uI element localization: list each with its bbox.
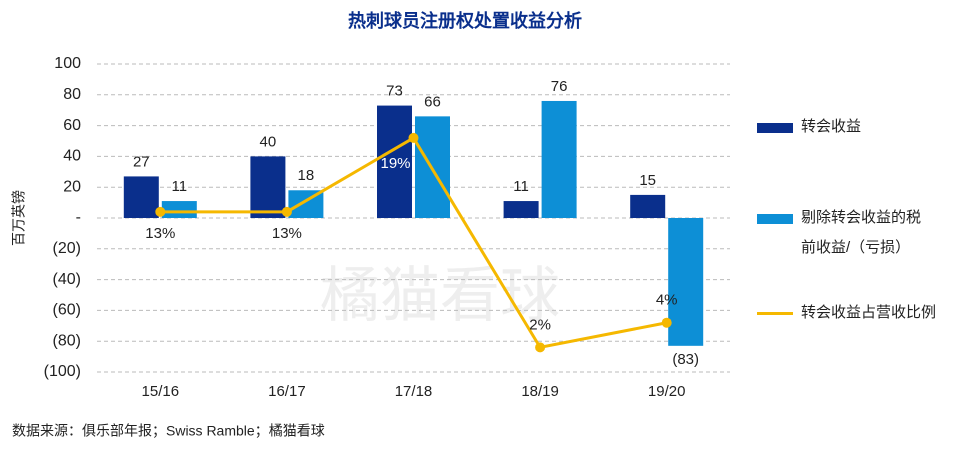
x-tick-label: 16/17 (268, 383, 306, 400)
data-label: 19% (380, 155, 410, 172)
data-label: 13% (145, 225, 175, 242)
line-marker (281, 206, 292, 217)
data-label: 66 (424, 93, 441, 110)
data-label: 13% (272, 225, 302, 242)
legend-label: 转会收益占营收比例 (801, 304, 937, 321)
line-marker (661, 317, 672, 328)
y-tick-label: 80 (63, 86, 81, 103)
watermark: 橘猫看球 (320, 262, 560, 329)
data-label: 76 (551, 78, 568, 95)
y-tick-label: (80) (53, 332, 81, 349)
line-marker (408, 132, 419, 143)
data-label: 27 (133, 153, 150, 170)
data-label: 15 (639, 172, 656, 189)
chart-title: 热刺球员注册权处置收益分析 (348, 10, 582, 31)
legend-item: 转会收益 (757, 112, 947, 142)
legend-label: 剔除转会收益的税前收益/（亏损） (801, 209, 922, 256)
x-tick-label: 17/18 (395, 383, 433, 400)
legend-swatch (757, 312, 793, 315)
legend-swatch (757, 214, 793, 224)
legend-item: 剔除转会收益的税前收益/（亏损） (757, 203, 932, 263)
y-tick-label: 100 (54, 55, 81, 72)
y-tick-label: (60) (53, 302, 81, 319)
line-marker (535, 342, 546, 353)
source: 数据来源：俱乐部年报；Swiss Ramble；橘猫看球 (12, 423, 325, 440)
bar (377, 105, 412, 218)
y-tick-label: 60 (63, 117, 81, 134)
x-tick-label: 19/20 (648, 383, 686, 400)
bar (123, 176, 159, 218)
legend-swatch (757, 123, 793, 133)
bar (668, 218, 704, 346)
data-label: 18 (298, 167, 315, 184)
legend-item: 转会收益占营收比例 (757, 298, 955, 328)
line-marker (155, 206, 166, 217)
data-label: 11 (513, 178, 529, 195)
bar (630, 194, 666, 218)
y-axis-label: 百万英镑 (11, 190, 27, 246)
data-label: 40 (260, 133, 277, 150)
y-tick-label: (40) (53, 271, 81, 288)
bar (161, 201, 197, 218)
bar (250, 156, 286, 218)
data-label: 73 (386, 83, 403, 100)
y-tick-label: - (76, 209, 81, 226)
data-label: 4% (656, 292, 678, 309)
bar (503, 201, 539, 218)
x-tick-label: 15/16 (142, 383, 180, 400)
legend-label: 转会收益 (801, 118, 862, 135)
y-tick-label: 20 (63, 178, 81, 195)
data-label: (83) (672, 351, 699, 368)
bar (541, 100, 577, 218)
y-tick-label: (100) (44, 363, 81, 380)
y-tick-label: 40 (63, 148, 81, 165)
data-label: 11 (172, 178, 188, 195)
y-tick-label: (20) (53, 240, 81, 257)
data-label: 2% (529, 316, 551, 333)
x-tick-label: 18/19 (521, 383, 559, 400)
